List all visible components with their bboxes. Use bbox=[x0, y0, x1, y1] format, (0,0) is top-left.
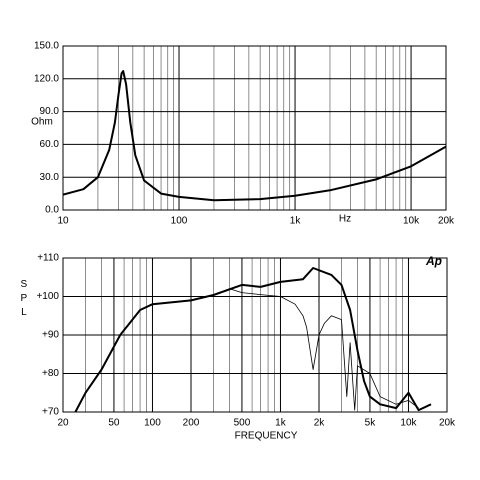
x-tick-label: 20 bbox=[57, 418, 69, 429]
y-tick-label: 0.0 bbox=[45, 205, 59, 216]
annotation: Ap bbox=[425, 254, 442, 268]
x-tick-label: 10k bbox=[400, 418, 417, 429]
y-axis-label: SPL bbox=[18, 279, 29, 321]
y-tick-label: 120.0 bbox=[34, 73, 59, 84]
x-tick-label: 1k bbox=[290, 216, 302, 227]
y-tick-label: 90.0 bbox=[40, 106, 60, 117]
x-tick-label: 10 bbox=[57, 216, 69, 227]
x-tick-label: 2k bbox=[314, 418, 326, 429]
x-tick-label: 20k bbox=[438, 216, 455, 227]
plot-frame bbox=[62, 257, 448, 413]
y-tick-label: +80 bbox=[42, 368, 59, 379]
x-axis-label: FREQUENCY bbox=[235, 431, 298, 442]
x-tick-label: 20k bbox=[439, 418, 456, 429]
y-tick-label: +100 bbox=[36, 291, 59, 302]
y-tick-label: 150.0 bbox=[34, 41, 59, 52]
x-tick-label: 5k bbox=[365, 418, 377, 429]
x-tick-label: 500 bbox=[234, 418, 251, 429]
y-tick-label: 60.0 bbox=[40, 139, 60, 150]
x-tick-label: 100 bbox=[144, 418, 161, 429]
x-tick-label: 200 bbox=[183, 418, 200, 429]
plot-frame bbox=[62, 45, 447, 211]
series-line bbox=[63, 70, 446, 202]
x-tick-label: 1k bbox=[275, 418, 287, 429]
x-tick-label: 100 bbox=[171, 216, 188, 227]
series-line bbox=[75, 288, 419, 412]
x-tick-label: 10k bbox=[403, 216, 420, 227]
y-tick-label: +110 bbox=[37, 253, 59, 264]
y-tick-label: 30.0 bbox=[40, 172, 60, 183]
x-axis-label: Hz bbox=[339, 214, 351, 225]
y-axis-label: Ohm bbox=[31, 117, 53, 128]
y-tick-label: +70 bbox=[42, 407, 59, 418]
y-tick-label: +90 bbox=[42, 330, 59, 341]
x-tick-label: 50 bbox=[108, 418, 120, 429]
